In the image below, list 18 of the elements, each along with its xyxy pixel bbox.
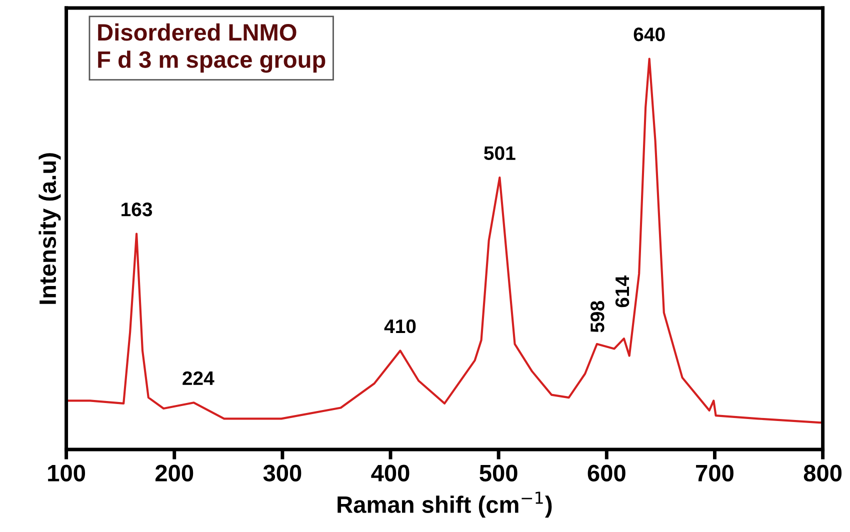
annotation: 410 xyxy=(384,319,416,334)
annotation: 614 xyxy=(615,276,630,308)
x-tick-label: 300 xyxy=(263,464,302,482)
x-tick-label: 100 xyxy=(48,464,86,482)
x-tick-label: 700 xyxy=(696,464,734,482)
x-tick-label: 400 xyxy=(371,464,410,482)
x-tick-label: 200 xyxy=(155,464,194,482)
annotation: 640 xyxy=(634,27,665,42)
x-axis-title: Raman shift (cm$^{−1}$) xyxy=(338,492,552,518)
annotation: 163 xyxy=(122,202,152,216)
annotation: 501 xyxy=(484,146,516,160)
x-tick-label: 500 xyxy=(480,464,518,482)
x-tick-label: 800 xyxy=(804,464,842,482)
annotation: 598 xyxy=(590,301,604,332)
x-tick-label: 600 xyxy=(588,464,626,482)
annotation: Disordered LNMO F d 3 m space group xyxy=(98,23,326,73)
y-axis-title: Intensity (a.u) xyxy=(38,153,61,304)
annotation: 224 xyxy=(182,371,214,385)
